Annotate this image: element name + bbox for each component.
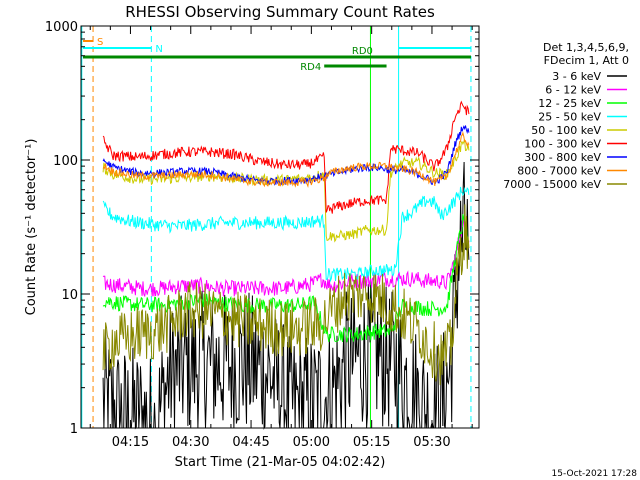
legend-header-line: Det 1,3,4,5,6,9, [543, 41, 629, 54]
y-tick-label: 100 [53, 154, 78, 169]
legend-label-25-50-kev: 25 - 50 keV [538, 111, 601, 124]
timestamp-label: 15-Oct-2021 17:28 [552, 469, 638, 479]
plot-frame [80, 25, 480, 429]
x-tick-label: 05:30 [413, 435, 450, 450]
series-line-100-300-kev [102, 100, 470, 214]
series-line-6-12-kev [102, 219, 470, 297]
legend-label-800-7000-kev: 800 - 7000 keV [517, 165, 601, 178]
legend-label-50-100-kev: 50 - 100 keV [531, 124, 601, 137]
legend-label-100-300-kev: 100 - 300 keV [524, 138, 601, 151]
x-tick-label: 05:00 [293, 435, 330, 450]
axes: 04:15 04:30 04:45 05:00 05:15 05:30 1 10 100 1000 [45, 20, 479, 450]
flag-label-rd0: RD0 [352, 46, 373, 57]
x-tick-label: 04:45 [232, 435, 269, 450]
flag-label-s: S [97, 37, 103, 48]
legend: Det 1,3,4,5,6,9,FDecim 1, Att 0 3 - 6 keV… [503, 41, 629, 191]
flag-label-n: N [155, 44, 162, 55]
chart-title: RHESSI Observing Summary Count Rates [125, 3, 435, 21]
legend-label-7000-15000-kev: 7000 - 15000 keV [503, 178, 601, 191]
x-tick-label: 05:15 [353, 435, 390, 450]
y-tick-label: 1 [70, 422, 78, 437]
vertical-markers [81, 26, 472, 428]
legend-label-12-25-kev: 12 - 25 keV [538, 97, 601, 110]
legend-label-300-800-kev: 300 - 800 keV [524, 151, 601, 164]
x-tick-label: 04:30 [172, 435, 209, 450]
legend-label-6-12-kev: 6 - 12 keV [545, 84, 601, 97]
flag-bars: S N RD0 RD4 [83, 37, 471, 73]
legend-header-line: FDecim 1, Att 0 [544, 54, 629, 67]
series-line-25-50-kev [102, 186, 470, 283]
series-line-3-6-kev [102, 161, 470, 430]
series-lines [102, 100, 470, 430]
x-tick-label: 04:15 [112, 435, 149, 450]
series-line-800-7000-kev [102, 131, 470, 188]
series-line-7000-15000-kev [102, 204, 470, 386]
legend-label-3-6-kev: 3 - 6 keV [552, 70, 601, 83]
x-axis-label: Start Time (21-Mar-05 04:02:42) [175, 455, 386, 470]
flag-label-rd4: RD4 [300, 62, 321, 73]
y-tick-label: 10 [61, 288, 78, 303]
y-tick-label: 1000 [45, 20, 78, 35]
y-axis-label: Count Rate (s⁻¹ detector⁻¹) [24, 139, 39, 316]
